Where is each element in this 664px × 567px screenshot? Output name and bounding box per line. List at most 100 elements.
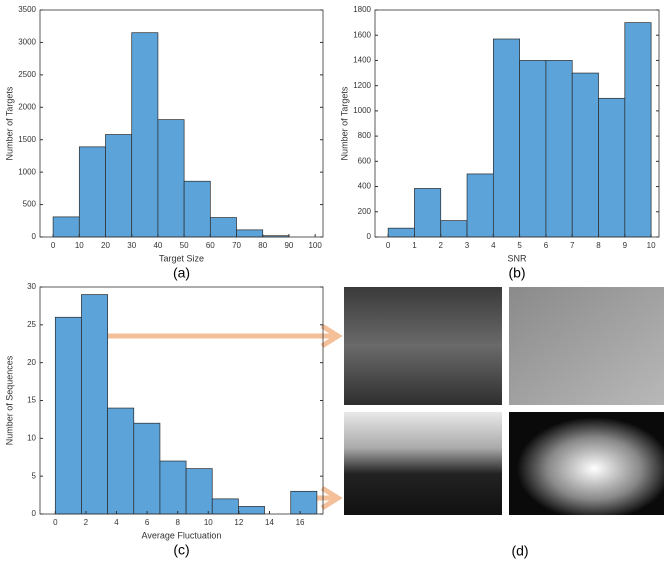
y-tick-label: 10 xyxy=(27,433,36,442)
x-tick-label: 60 xyxy=(206,241,215,250)
y-tick-label: 3500 xyxy=(18,5,36,14)
y-tick-label: 1000 xyxy=(18,167,36,176)
y-tick-label: 2500 xyxy=(18,70,36,79)
x-tick-label: 3 xyxy=(465,241,470,250)
x-tick-label: 12 xyxy=(234,518,243,527)
bar xyxy=(440,220,468,238)
x-tick-label: 10 xyxy=(75,241,84,250)
x-tick-label: 100 xyxy=(308,241,322,250)
y-tick-label: 1600 xyxy=(353,30,371,39)
y-tick-label: 0 xyxy=(367,232,372,241)
x-tick-label: 2 xyxy=(439,241,444,250)
y-tick-label: 30 xyxy=(27,282,36,291)
caption: (a) xyxy=(173,265,190,281)
y-tick-label: 1500 xyxy=(18,135,36,144)
bar xyxy=(107,407,135,515)
bar xyxy=(78,146,106,238)
bar xyxy=(519,60,547,238)
bar xyxy=(492,38,520,238)
caption: (b) xyxy=(508,265,525,281)
x-axis-label: Target Size xyxy=(159,253,204,263)
bar xyxy=(545,60,573,238)
y-tick-label: 1400 xyxy=(353,56,371,65)
x-tick-label: 10 xyxy=(204,518,213,527)
photo xyxy=(509,412,664,515)
x-tick-label: 10 xyxy=(647,241,656,250)
x-tick-label: 0 xyxy=(51,241,56,250)
bar xyxy=(105,134,133,238)
x-tick-label: 4 xyxy=(114,518,119,527)
bar xyxy=(238,506,265,515)
x-tick-label: 40 xyxy=(153,241,162,250)
y-tick-label: 1800 xyxy=(353,5,371,14)
bar xyxy=(598,97,626,238)
y-tick-label: 1200 xyxy=(353,81,371,90)
y-axis-label: Number of Sequences xyxy=(4,355,14,445)
x-tick-label: 1 xyxy=(412,241,417,250)
x-tick-label: 6 xyxy=(145,518,150,527)
y-tick-label: 3000 xyxy=(18,38,36,47)
bar xyxy=(236,229,264,238)
x-tick-label: 0 xyxy=(386,241,391,250)
bar xyxy=(54,316,82,515)
y-tick-label: 500 xyxy=(23,200,37,209)
caption: (c) xyxy=(173,542,189,558)
photo xyxy=(509,287,664,405)
photo xyxy=(344,412,502,515)
bar xyxy=(52,216,80,238)
y-tick-label: 400 xyxy=(358,182,372,191)
y-tick-label: 800 xyxy=(358,131,372,140)
y-tick-label: 600 xyxy=(358,156,372,165)
y-tick-label: 1000 xyxy=(353,106,371,115)
caption: (d) xyxy=(511,543,528,559)
x-tick-label: 7 xyxy=(570,241,575,250)
y-tick-label: 0 xyxy=(32,232,37,241)
x-tick-label: 14 xyxy=(265,518,274,527)
bar xyxy=(466,173,494,238)
y-tick-label: 25 xyxy=(27,320,36,329)
x-tick-label: 0 xyxy=(53,518,58,527)
x-tick-label: 30 xyxy=(127,241,136,250)
x-tick-label: 70 xyxy=(232,241,241,250)
x-tick-label: 90 xyxy=(284,241,293,250)
bar xyxy=(81,294,108,515)
x-axis-label: Average Fluctuation xyxy=(142,530,222,540)
y-tick-label: 15 xyxy=(27,396,36,405)
bar xyxy=(131,32,159,238)
x-tick-label: 9 xyxy=(623,241,628,250)
bar xyxy=(159,460,187,515)
photo xyxy=(344,287,502,405)
bar xyxy=(211,498,239,515)
x-tick-label: 8 xyxy=(175,518,180,527)
y-tick-label: 5 xyxy=(32,471,37,480)
x-tick-label: 4 xyxy=(491,241,496,250)
plot-frame xyxy=(39,9,324,238)
y-tick-label: 2000 xyxy=(18,102,36,111)
y-axis-label: Number of Targets xyxy=(4,86,14,160)
x-axis-label: SNR xyxy=(507,253,527,263)
x-tick-label: 50 xyxy=(180,241,189,250)
bar xyxy=(183,180,211,238)
x-tick-label: 20 xyxy=(101,241,110,250)
bar xyxy=(571,72,599,238)
bar xyxy=(133,422,161,515)
x-tick-label: 8 xyxy=(596,241,601,250)
bar xyxy=(185,468,213,515)
x-tick-label: 80 xyxy=(258,241,267,250)
bar xyxy=(209,217,237,238)
bar xyxy=(624,22,652,238)
y-tick-label: 200 xyxy=(358,207,372,216)
y-tick-label: 20 xyxy=(27,358,36,367)
x-tick-label: 16 xyxy=(296,518,305,527)
x-tick-label: 5 xyxy=(517,241,522,250)
y-tick-label: 0 xyxy=(32,509,37,518)
bar xyxy=(387,227,415,238)
plot-frame xyxy=(374,9,660,238)
bar xyxy=(414,188,442,238)
x-tick-label: 2 xyxy=(84,518,89,527)
x-tick-label: 6 xyxy=(544,241,549,250)
bar xyxy=(157,119,185,238)
bar xyxy=(290,490,318,515)
y-axis-label: Number of Targets xyxy=(339,86,349,160)
